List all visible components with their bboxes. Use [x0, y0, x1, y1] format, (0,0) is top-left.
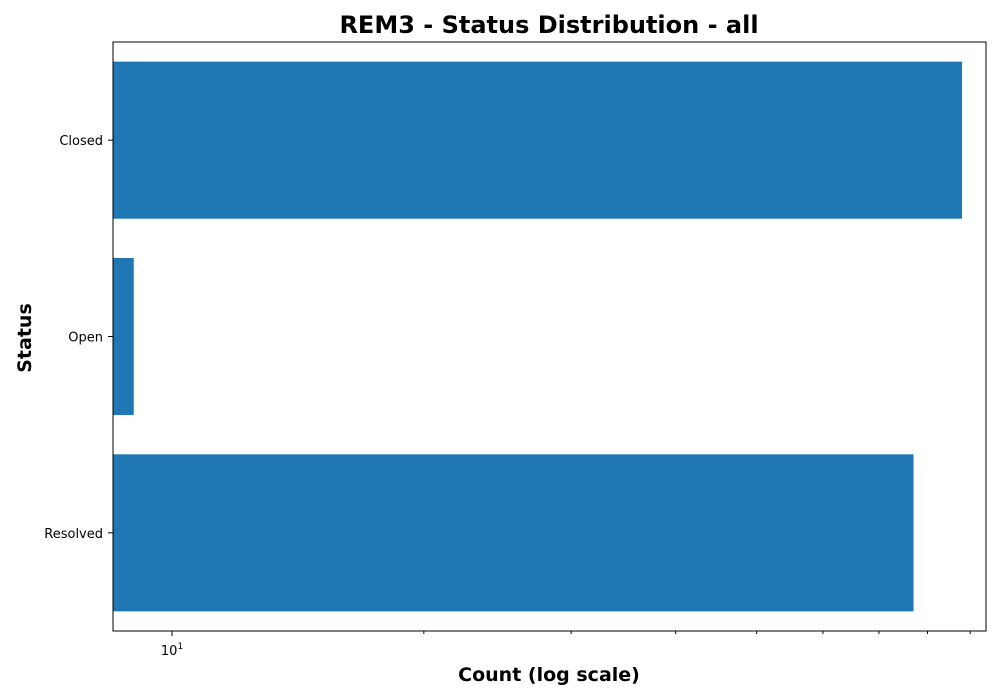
- bar-resolved: [113, 454, 914, 612]
- chart-title: REM3 - Status Distribution - all: [339, 11, 758, 39]
- x-axis-label: Count (log scale): [458, 664, 640, 686]
- y-tick-label: Open: [68, 331, 103, 346]
- y-ticks-group: Closed Open Resolved: [44, 134, 113, 542]
- y-axis-label: Status: [14, 303, 36, 373]
- bar-closed: [113, 61, 963, 219]
- x-tick-label: 101: [161, 642, 183, 659]
- bars-group: [113, 61, 963, 612]
- x-ticks-group: 101: [161, 631, 971, 659]
- y-tick-label: Resolved: [44, 527, 103, 542]
- bar-open: [113, 257, 134, 416]
- y-tick-label: Closed: [59, 134, 103, 149]
